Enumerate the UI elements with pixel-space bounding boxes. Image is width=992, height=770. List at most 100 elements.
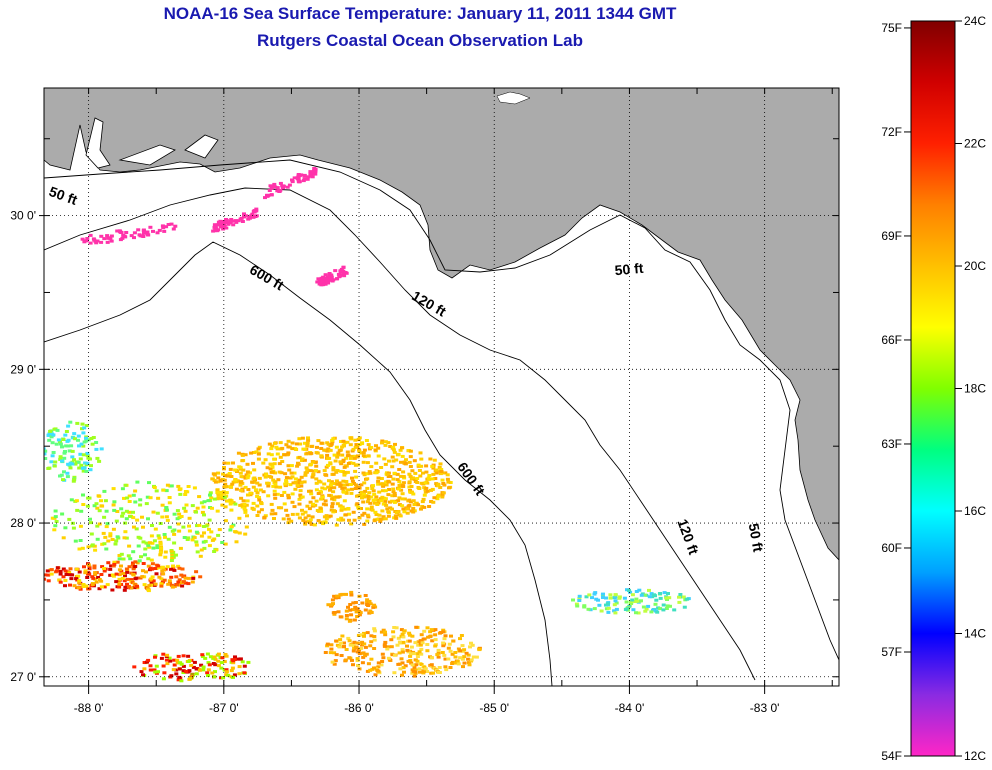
sst-pixel [318, 490, 323, 493]
sst-pixel [326, 456, 331, 460]
sst-pixel [379, 663, 384, 667]
sst-pixel [290, 441, 295, 445]
sst-pixel [132, 665, 137, 669]
sst-pixel [286, 521, 291, 525]
sst-pixel [259, 508, 264, 512]
sst-pixel [143, 547, 148, 551]
sst-pixel [95, 239, 100, 243]
sst-pixel [389, 638, 394, 642]
sst-pixel [263, 514, 268, 518]
sst-pixel [240, 505, 245, 509]
sst-pixel [328, 483, 333, 487]
sst-pixel [233, 502, 238, 506]
sst-pixel [69, 577, 74, 581]
sst-pixel [252, 451, 256, 454]
sst-pixel [141, 525, 145, 529]
sst-pixel [99, 579, 104, 583]
sst-pixel [53, 509, 58, 513]
sst-pixel [328, 462, 333, 466]
sst-pixel [372, 492, 377, 496]
sst-pixel [272, 462, 277, 466]
sst-pixel [355, 502, 360, 506]
sst-pixel [182, 536, 187, 539]
sst-pixel [94, 502, 99, 506]
sst-pixel [664, 607, 669, 610]
sst-pixel [44, 447, 46, 451]
sst-pixel [215, 491, 220, 494]
sst-pixel [68, 583, 72, 587]
sst-pixel [332, 482, 337, 486]
sst-pixel [127, 565, 132, 569]
sst-pixel [162, 533, 167, 536]
sst-pixel [394, 626, 399, 630]
sst-pixel [63, 433, 68, 437]
sst-pixel [285, 185, 290, 189]
sst-pixel [255, 494, 260, 498]
sst-pixel [357, 486, 362, 490]
sst-pixel [87, 567, 92, 571]
sst-pixel [169, 674, 174, 678]
sst-pixel [148, 668, 153, 672]
sst-pixel [417, 487, 422, 490]
sst-pixel [246, 474, 251, 478]
sst-pixel [330, 660, 335, 664]
sst-pixel [123, 530, 128, 534]
sst-pixel [604, 596, 608, 600]
sst-pixel [340, 634, 345, 638]
sst-pixel [380, 441, 384, 445]
sst-pixel [614, 601, 619, 605]
sst-pixel [262, 515, 267, 519]
sst-pixel [349, 522, 354, 526]
sst-pixel [303, 522, 308, 526]
sst-pixel [104, 509, 109, 513]
sst-pixel [403, 462, 408, 466]
sst-pixel [344, 648, 349, 651]
sst-pixel [272, 493, 277, 497]
sst-pixel [441, 628, 446, 632]
sst-pixel [335, 594, 340, 598]
sst-pixel [230, 666, 235, 670]
sst-pixel [209, 496, 214, 500]
sst-pixel [159, 547, 164, 550]
sst-pixel [425, 649, 430, 653]
sst-pixel [416, 643, 421, 647]
sst-pixel [374, 513, 379, 516]
sst-pixel [339, 508, 344, 512]
sst-pixel [67, 571, 72, 575]
sst-pixel [332, 651, 337, 655]
sst-pixel [376, 661, 381, 665]
sst-pixel [114, 539, 119, 543]
sst-pixel [269, 502, 274, 506]
sst-pixel [337, 481, 342, 485]
sst-pixel [419, 457, 424, 461]
sst-pixel [381, 656, 386, 660]
sst-pixel [224, 219, 229, 223]
sst-pixel [83, 571, 88, 575]
sst-pixel [74, 577, 79, 581]
sst-pixel [351, 663, 355, 667]
sst-pixel [184, 670, 189, 673]
sst-pixel [207, 527, 211, 531]
sst-pixel [169, 559, 174, 562]
sst-pixel [181, 580, 186, 584]
sst-pixel [430, 639, 435, 643]
sst-pixel [281, 184, 286, 188]
sst-pixel [166, 223, 171, 226]
sst-pixel [142, 583, 147, 587]
sst-pixel [386, 441, 391, 445]
sst-pixel [121, 511, 126, 515]
sst-pixel [223, 542, 228, 546]
sst-pixel [446, 646, 451, 650]
lon-tick-label: -86 0' [344, 701, 374, 715]
sst-pixel [407, 498, 412, 502]
sst-pixel [433, 638, 438, 642]
sst-pixel [386, 514, 391, 518]
sst-pixel [268, 184, 273, 188]
sst-pixel [114, 519, 119, 523]
sst-pixel [194, 530, 199, 534]
sst-pixel [411, 499, 416, 503]
sst-pixel [323, 520, 328, 524]
sst-pixel [677, 595, 681, 599]
sst-pixel [237, 665, 242, 669]
sst-pixel [612, 609, 617, 613]
